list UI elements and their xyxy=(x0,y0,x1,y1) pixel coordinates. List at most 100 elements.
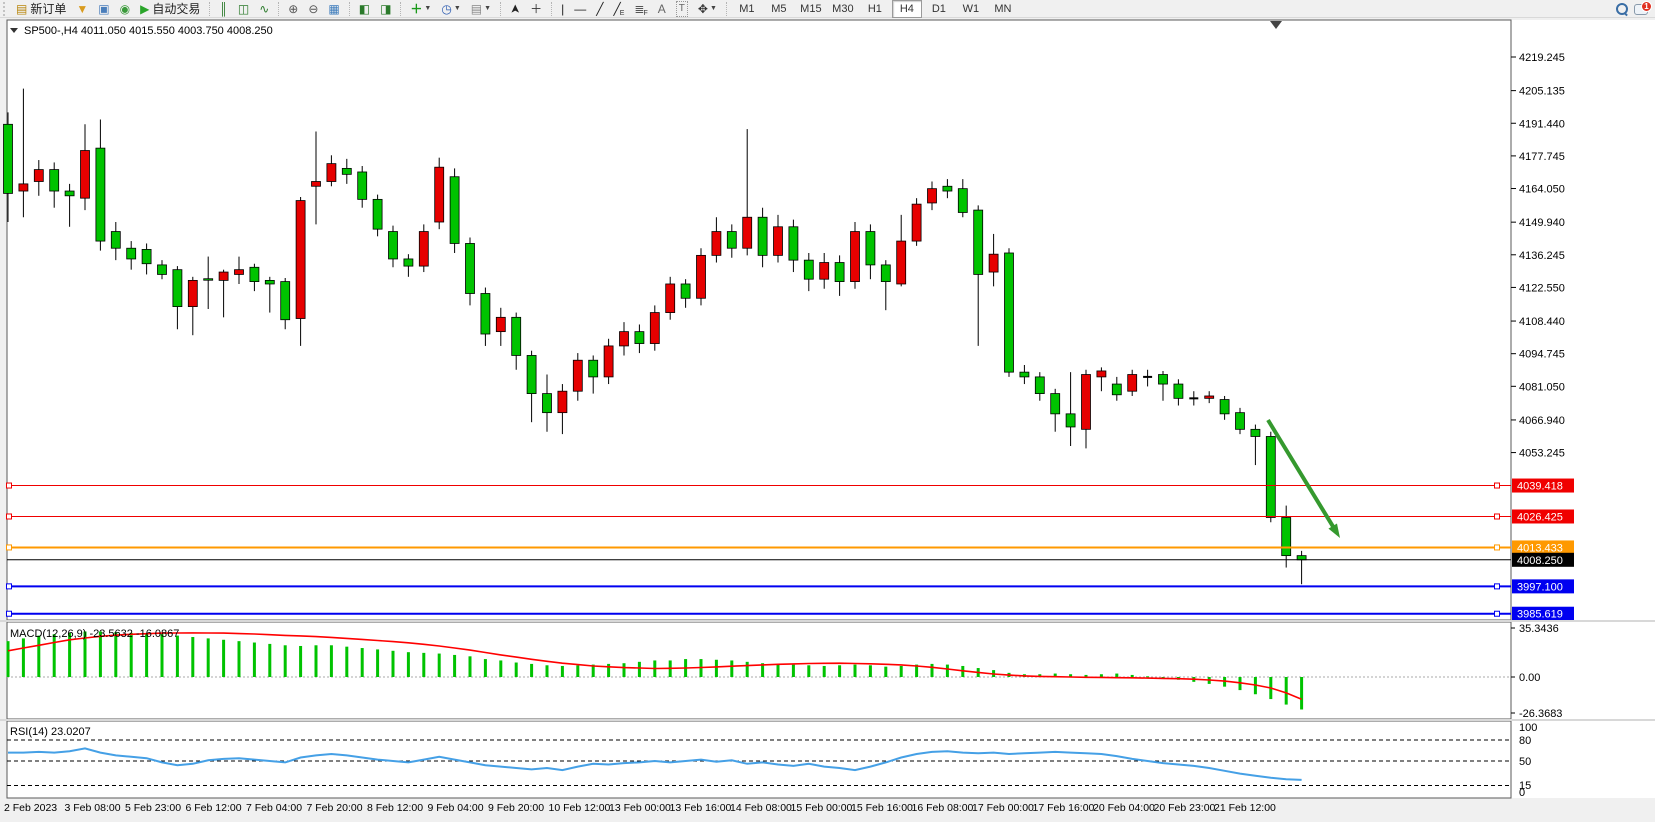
candle-body xyxy=(172,269,183,308)
new-order-button[interactable]: ▤ 新订单 xyxy=(12,0,70,18)
candle-body xyxy=(449,176,460,244)
axis-tick-label: 4066.940 xyxy=(1519,415,1565,427)
candle-body xyxy=(341,167,352,175)
price-axis[interactable]: 4219.245 4205.135 4191.440 4177.745 4164.050… xyxy=(1511,52,1565,460)
hline-handle[interactable] xyxy=(1494,482,1500,489)
candle-body xyxy=(911,203,922,242)
hline-button[interactable]: — xyxy=(570,0,590,18)
autotrading-button[interactable]: ▶ 自动交易 xyxy=(136,0,204,18)
macd-histogram-bar xyxy=(730,660,734,677)
text-button[interactable]: A xyxy=(654,0,670,18)
trendline-button[interactable]: ╱ xyxy=(592,0,607,18)
hline-price-label[interactable] xyxy=(1512,606,1574,621)
macd-axis-label: 0.00 xyxy=(1519,672,1540,684)
candle-body xyxy=(64,190,75,197)
toolbar-grip[interactable] xyxy=(3,1,8,16)
toolbar-separator xyxy=(348,1,350,16)
signals-button[interactable]: ◉ xyxy=(116,0,134,18)
hline-price-label[interactable] xyxy=(1512,509,1574,524)
timeframe-button-w1[interactable]: W1 xyxy=(962,2,980,15)
timeframe-button-m1[interactable]: M1 xyxy=(739,2,755,15)
hline-price-label[interactable] xyxy=(1512,478,1574,493)
toolbar-separator xyxy=(278,1,280,16)
line-chart-button[interactable]: ∿ xyxy=(255,0,273,18)
zoom-out-button[interactable]: ⊖ xyxy=(304,0,322,18)
hline-handle[interactable] xyxy=(6,513,12,520)
hline-price-label[interactable] xyxy=(1512,579,1574,594)
candle-chart-button[interactable]: ◫ xyxy=(234,0,253,18)
candle-body xyxy=(295,200,306,319)
candle-body xyxy=(280,281,291,321)
cursor-button[interactable]: ➤ xyxy=(506,0,524,18)
chat-icon[interactable]: 1 xyxy=(1634,0,1652,15)
trend-arrow[interactable] xyxy=(1266,418,1337,531)
hline-handle[interactable] xyxy=(6,544,12,551)
candle-body xyxy=(1065,413,1076,428)
axis-tick-label: 4122.550 xyxy=(1519,282,1565,294)
timeframe-button-m30[interactable]: M30 xyxy=(832,2,854,15)
equidistant-channel-icon: ╱ xyxy=(613,1,621,16)
candle-body xyxy=(141,249,152,265)
macd-histogram-bar xyxy=(175,635,179,677)
hline-handle[interactable] xyxy=(6,482,12,489)
bar-chart-button[interactable]: ║ xyxy=(215,0,232,18)
axis-tick-label: 4164.050 xyxy=(1519,184,1565,196)
candle-body xyxy=(372,198,383,230)
tile-windows-button[interactable]: ▦ xyxy=(324,0,343,18)
chevron-down-icon: ▼ xyxy=(484,5,492,12)
candle-body xyxy=(619,331,629,347)
candle-body xyxy=(1019,371,1030,378)
timeframe-button-mn[interactable]: MN xyxy=(994,2,1012,15)
hline-price-label[interactable] xyxy=(1512,540,1574,555)
timeframe-button-d1[interactable]: D1 xyxy=(931,2,946,15)
vline-button[interactable]: | xyxy=(557,0,568,18)
time-axis-label: 13 Feb 16:00 xyxy=(670,802,732,814)
auto-scroll-button[interactable]: ◧ xyxy=(355,0,374,18)
macd-histogram-bar xyxy=(930,663,934,677)
macd-histogram-bar xyxy=(345,646,349,677)
crosshair-button[interactable]: ＋ xyxy=(526,0,546,18)
fibonacci-button[interactable]: ≣ F xyxy=(630,0,651,18)
macd-histogram-bar xyxy=(252,642,256,677)
text-label-button[interactable]: T xyxy=(672,0,692,18)
pane-separator[interactable] xyxy=(0,719,1655,721)
candle-body xyxy=(1081,374,1091,430)
candle-body xyxy=(865,231,876,266)
timeframe-button-h4[interactable]: H4 xyxy=(891,0,922,18)
market-watch-button[interactable]: ▣ xyxy=(94,0,113,18)
time-axis[interactable]: 2 Feb 2023 3 Feb 08:00 5 Feb 23:00 6 Feb 12… xyxy=(4,802,1276,814)
timeframe-group: M1 M5 M15 M30 H1 H4 D1 W1 MN xyxy=(731,0,1019,18)
symbol-dropdown-icon[interactable] xyxy=(10,28,18,33)
hline-handle[interactable] xyxy=(6,610,12,617)
zoom-in-button[interactable]: ⊕ xyxy=(284,0,302,18)
hline-handle[interactable] xyxy=(1494,610,1500,617)
chart-canvas[interactable]: 4219.245 4205.135 4191.440 4177.745 4164.050… xyxy=(0,18,1655,822)
candle-body xyxy=(788,226,799,261)
timeframe-button-m5[interactable]: M5 xyxy=(771,2,787,15)
trend-arrow-head[interactable] xyxy=(1328,523,1340,538)
timeframe-button-m15[interactable]: M15 xyxy=(800,2,822,15)
arrows-button[interactable]: ✥ ▼ xyxy=(694,0,721,18)
chart-shift-button[interactable]: ◨ xyxy=(376,0,395,18)
chart-title: SP500-,H4 4011.050 4015.550 4003.750 400… xyxy=(10,25,273,37)
rsi-axis-label: 80 xyxy=(1519,735,1531,747)
hline-handle[interactable] xyxy=(1494,544,1500,551)
macd-pane: MACD(12,26,9) -23.5632 -16.0867 35.3436 0.… xyxy=(6,623,1562,720)
pane-separator[interactable] xyxy=(0,620,1655,622)
templates-button[interactable]: ▤ ▼ xyxy=(467,0,495,18)
macd-axis-label: 35.3436 xyxy=(1519,623,1559,635)
channel-button[interactable]: ╱ E xyxy=(610,0,629,18)
hline-handle[interactable] xyxy=(6,583,12,590)
periods-button[interactable]: ◷ ▼ xyxy=(437,0,464,18)
search-icon[interactable] xyxy=(1616,2,1628,16)
hline-handle[interactable] xyxy=(1494,513,1500,520)
macd-histogram-bar xyxy=(483,659,487,677)
indicators-button[interactable]: ＋ ▼ xyxy=(406,0,435,18)
macd-histogram-bar xyxy=(1146,676,1150,678)
chart-shift-marker[interactable] xyxy=(1270,21,1282,29)
candle-body xyxy=(557,390,568,414)
timeframe-button-h1[interactable]: H1 xyxy=(867,2,882,15)
funnel-button[interactable]: ▼ xyxy=(72,0,92,18)
hline-handle[interactable] xyxy=(1494,583,1500,590)
candle-body xyxy=(803,259,814,280)
